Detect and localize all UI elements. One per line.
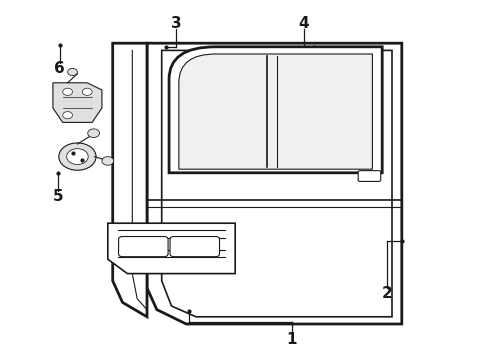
Text: 1: 1 (286, 332, 297, 347)
Polygon shape (108, 223, 235, 274)
Text: 4: 4 (298, 16, 309, 31)
FancyBboxPatch shape (170, 237, 220, 257)
Polygon shape (147, 43, 402, 324)
Text: 2: 2 (382, 286, 392, 301)
Polygon shape (113, 43, 147, 317)
Circle shape (59, 143, 96, 170)
Circle shape (82, 88, 92, 95)
Circle shape (67, 149, 88, 165)
FancyBboxPatch shape (119, 237, 168, 257)
Circle shape (102, 157, 114, 165)
Polygon shape (53, 83, 102, 122)
PathPatch shape (169, 47, 382, 173)
Circle shape (63, 88, 73, 95)
Circle shape (68, 68, 77, 76)
Text: 5: 5 (52, 189, 63, 204)
Circle shape (88, 129, 99, 138)
Text: 6: 6 (54, 61, 65, 76)
PathPatch shape (179, 54, 372, 169)
Circle shape (63, 112, 73, 119)
FancyBboxPatch shape (358, 171, 381, 181)
Text: 3: 3 (171, 16, 182, 31)
